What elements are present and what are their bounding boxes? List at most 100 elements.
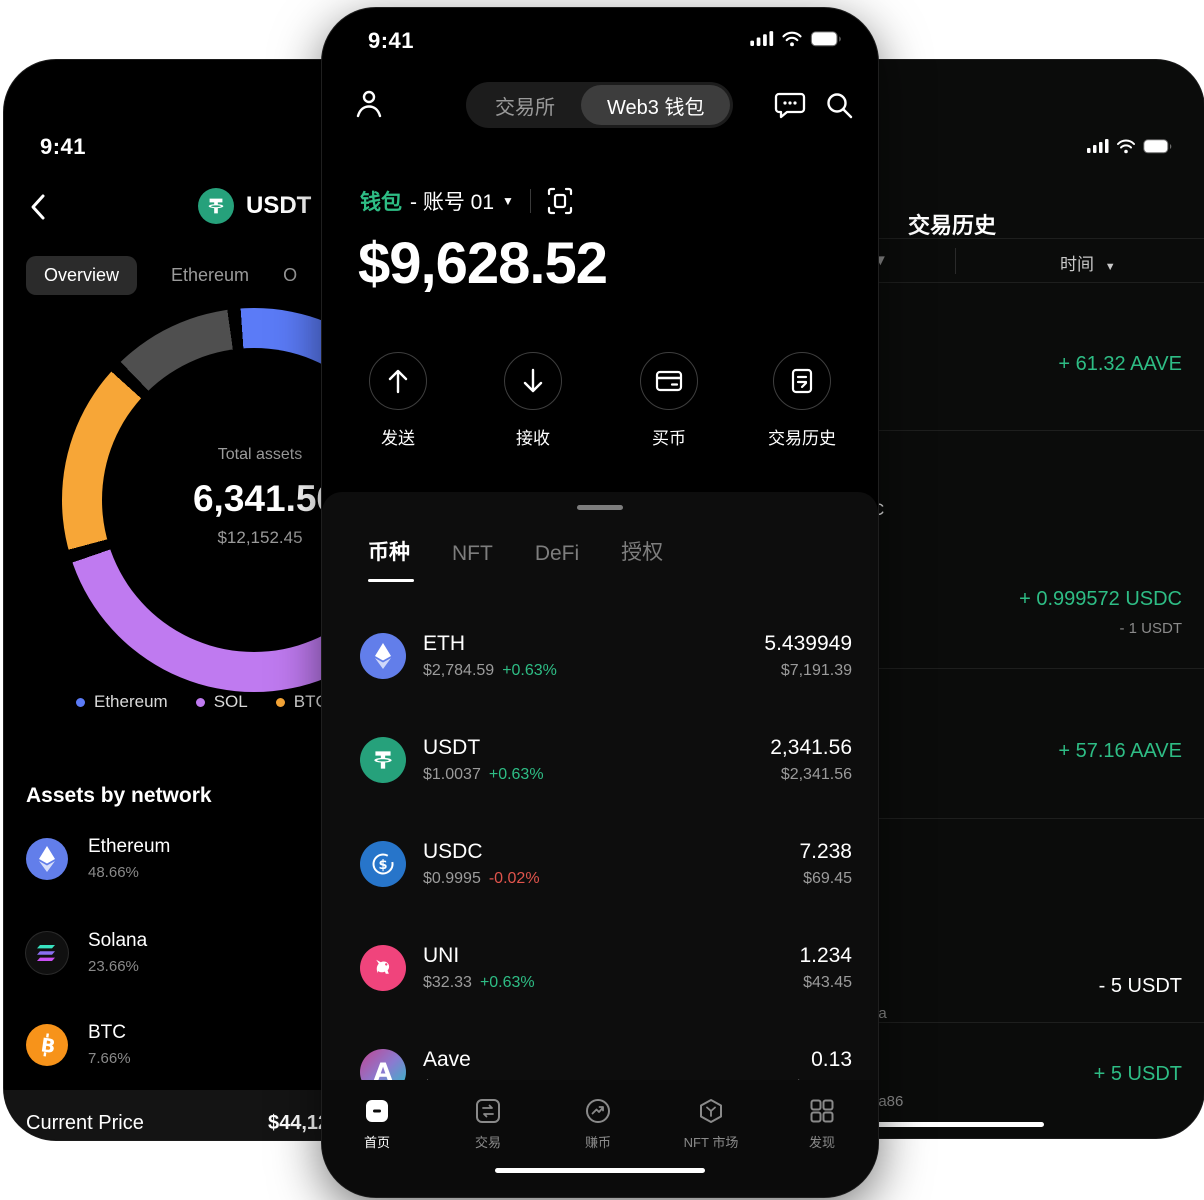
arrow-down-icon	[504, 352, 562, 410]
nav-label: 发现	[808, 1135, 835, 1150]
token-row-uni[interactable]: UNI $32.33 +0.63% 1.234 $43.45	[322, 916, 878, 1020]
tx-amount[interactable]: + 5 USDT	[1093, 1063, 1182, 1085]
trade-icon	[438, 1098, 538, 1124]
tx-amount[interactable]: + 0.999572 USDC	[1019, 588, 1182, 610]
uni-icon	[360, 945, 406, 991]
legend-label-btc: BTC	[293, 692, 328, 711]
token-fiat: $2,341.56	[780, 766, 852, 783]
token-symbol: ETH	[423, 632, 465, 655]
divider	[878, 668, 1204, 669]
chat-button[interactable]	[774, 90, 806, 120]
nav-label: NFT 市场	[683, 1135, 739, 1150]
nav-label: 交易	[474, 1135, 501, 1150]
back-button[interactable]	[26, 192, 52, 222]
search-button[interactable]	[824, 90, 854, 120]
action-label: 交易历史	[768, 429, 836, 448]
token-symbol: UNI	[423, 944, 460, 967]
token-fiat: $7,191.39	[780, 662, 852, 679]
action-label: 接收	[516, 429, 550, 448]
status-time: 9:41	[368, 28, 415, 53]
scan-icon[interactable]	[547, 187, 573, 215]
assets-sheet: 币种 NFT DeFi 授权 ETH $2,784.59 +0.63% 5.439…	[322, 492, 878, 1197]
drag-handle[interactable]	[577, 505, 623, 510]
nav-discover[interactable]: 发现	[772, 1098, 872, 1151]
chevron-down-icon: ▼	[1104, 261, 1116, 273]
filter-divider	[955, 248, 956, 274]
token-price: $2,784.59	[423, 662, 495, 679]
tab-ethereum[interactable]: Ethereum	[171, 265, 250, 285]
usdc-icon: $	[360, 841, 406, 887]
token-row-eth[interactable]: ETH $2,784.59 +0.63% 5.439949 $7,191.39	[322, 604, 878, 708]
token-change: +0.63%	[488, 766, 544, 783]
tab-nft[interactable]: NFT	[452, 542, 493, 565]
nav-nft-market[interactable]: NFT 市场	[661, 1098, 761, 1151]
tx-amount[interactable]: - 5 USDT	[1098, 975, 1182, 997]
token-change: -0.02%	[488, 870, 540, 887]
network-row-ethereum[interactable]: Ethereum 48.66%	[26, 836, 170, 881]
token-row-usdt[interactable]: USDT $1.0037 +0.63% 2,341.56 $2,341.56	[322, 708, 878, 812]
network-name: BTC	[88, 1022, 126, 1043]
legend-dot-btc	[275, 697, 285, 707]
nav-trade[interactable]: 交易	[438, 1098, 538, 1151]
divider	[878, 282, 1204, 283]
truncated-address-fragment: 0a	[878, 1005, 887, 1022]
svg-text:B: B	[39, 1034, 56, 1058]
tab-approvals[interactable]: 授权	[621, 541, 664, 564]
wifi-icon	[1116, 139, 1136, 154]
chat-icon	[774, 90, 806, 120]
donut-fiat: $12,152.45	[217, 528, 303, 547]
action-label: 发送	[381, 429, 415, 448]
page-title: 交易历史	[908, 213, 997, 238]
truncated-address-fragment: ba86	[878, 1093, 904, 1110]
home-indicator	[495, 1168, 705, 1173]
send-button[interactable]: 发送	[330, 352, 466, 449]
bottom-nav: 首页 交易 赚币 NFT 市场	[322, 1080, 878, 1197]
token-fiat: $69.45	[803, 870, 852, 887]
network-section-title: Assets by network	[26, 784, 212, 807]
profile-button[interactable]	[354, 88, 384, 120]
home-indicator	[878, 1122, 1044, 1127]
coin-title: USDT	[246, 192, 312, 219]
account-selector[interactable]: 钱包 - 账号 01 ▼	[360, 186, 573, 216]
filter-fragment: ▼	[878, 252, 888, 269]
nav-earn[interactable]: 赚币	[548, 1098, 648, 1151]
tab-overview[interactable]: Overview	[26, 256, 138, 295]
coin-header: USDT	[198, 188, 311, 224]
tx-amount[interactable]: + 57.16 AAVE	[1058, 740, 1182, 762]
account-number: - 账号 01	[410, 191, 495, 214]
nft-hexagon-icon	[661, 1098, 761, 1124]
tx-amount[interactable]: + 61.32 AAVE	[1058, 353, 1182, 375]
history-button[interactable]: 交易历史	[734, 352, 870, 449]
wifi-icon	[781, 31, 803, 47]
chevron-down-icon: ▼	[502, 194, 514, 208]
network-percent: 48.66%	[88, 864, 139, 881]
nav-home[interactable]: 首页	[327, 1098, 427, 1151]
chart-legend: Ethereum SOL BTC	[76, 692, 356, 712]
token-amount: 0.13	[811, 1048, 852, 1071]
tab-truncated[interactable]: O	[283, 265, 298, 285]
time-filter[interactable]: 时间 ▼	[1060, 250, 1116, 275]
usdt-icon	[360, 737, 406, 783]
tab-coins[interactable]: 币种	[368, 536, 414, 582]
token-price: $0.9995	[423, 870, 481, 887]
tab-exchange[interactable]: 交易所	[495, 96, 555, 119]
network-row-solana[interactable]: Solana 23.66%	[26, 930, 147, 975]
token-price: $32.33	[423, 974, 472, 991]
token-change: +0.63%	[479, 974, 535, 991]
donut-title: Total assets	[217, 446, 303, 463]
btc-icon: B	[26, 1023, 68, 1066]
ethereum-icon	[26, 837, 68, 880]
buy-crypto-button[interactable]: 买币	[601, 352, 737, 449]
tab-web3-wallet[interactable]: Web3 钱包	[581, 85, 731, 125]
donut-value: 6,341.56	[192, 478, 338, 519]
legend-dot-sol	[195, 697, 205, 707]
receive-button[interactable]: 接收	[465, 352, 601, 449]
tab-defi[interactable]: DeFi	[534, 542, 580, 565]
token-row-usdc[interactable]: $ USDC $0.9995 -0.02% 7.238 $69.45	[322, 812, 878, 916]
right-phone-screen: 交易历史 ▼ 时间 ▼ ) + 61.32 AAVE C + 0.999572 …	[878, 60, 1204, 1138]
current-price-label: Current Price	[26, 1112, 144, 1134]
person-icon	[354, 88, 384, 120]
network-row-btc[interactable]: B BTC 7.66%	[26, 1022, 131, 1067]
time-filter-label: 时间	[1060, 255, 1094, 274]
vertical-divider	[529, 189, 531, 213]
